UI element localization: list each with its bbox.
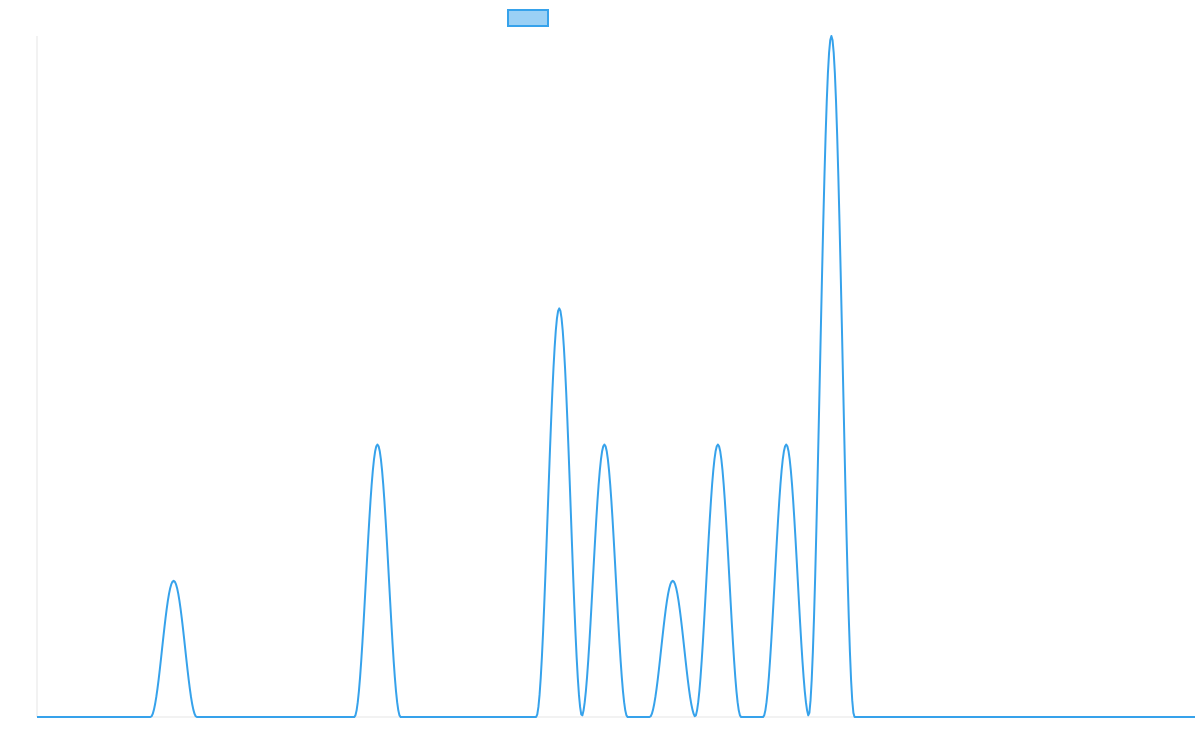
legend-swatch[interactable] bbox=[507, 9, 549, 27]
data-point-0-2[interactable] bbox=[554, 303, 564, 313]
data-point-0-4[interactable] bbox=[668, 576, 678, 586]
data-point-0-5[interactable] bbox=[713, 440, 723, 450]
data-point-0-0[interactable] bbox=[169, 576, 179, 586]
axes bbox=[36, 36, 1195, 718]
series-layer bbox=[37, 31, 1195, 718]
series-line-0 bbox=[37, 35, 1195, 718]
data-point-0-7[interactable] bbox=[826, 31, 836, 41]
data-point-0-6[interactable] bbox=[781, 440, 791, 450]
legend[interactable] bbox=[507, 9, 549, 27]
data-point-0-3[interactable] bbox=[599, 440, 609, 450]
data-point-0-1[interactable] bbox=[372, 440, 382, 450]
